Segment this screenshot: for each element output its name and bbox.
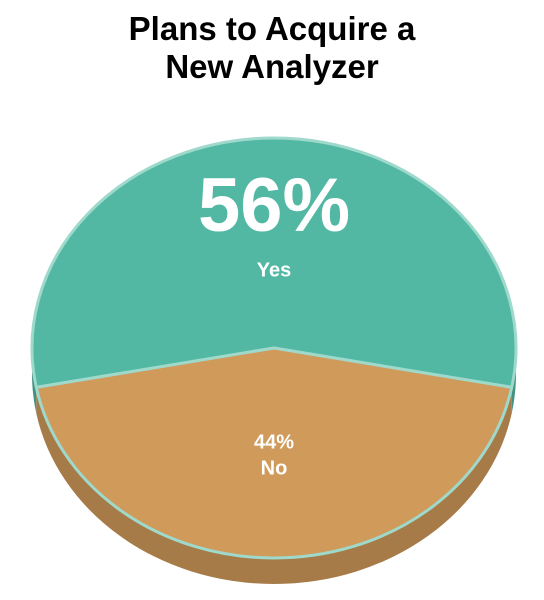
title-box: Plans to Acquire a New Analyzer: [0, 10, 544, 86]
slice: [30, 136, 518, 389]
slice-side: [36, 387, 512, 584]
slice: [34, 346, 514, 560]
category-label: No: [261, 457, 288, 479]
value-label: 56%: [198, 163, 350, 248]
chart-title: Plans to Acquire a New Analyzer: [128, 10, 416, 85]
category-label: Yes: [257, 259, 291, 281]
value-label: 44%: [254, 431, 294, 453]
